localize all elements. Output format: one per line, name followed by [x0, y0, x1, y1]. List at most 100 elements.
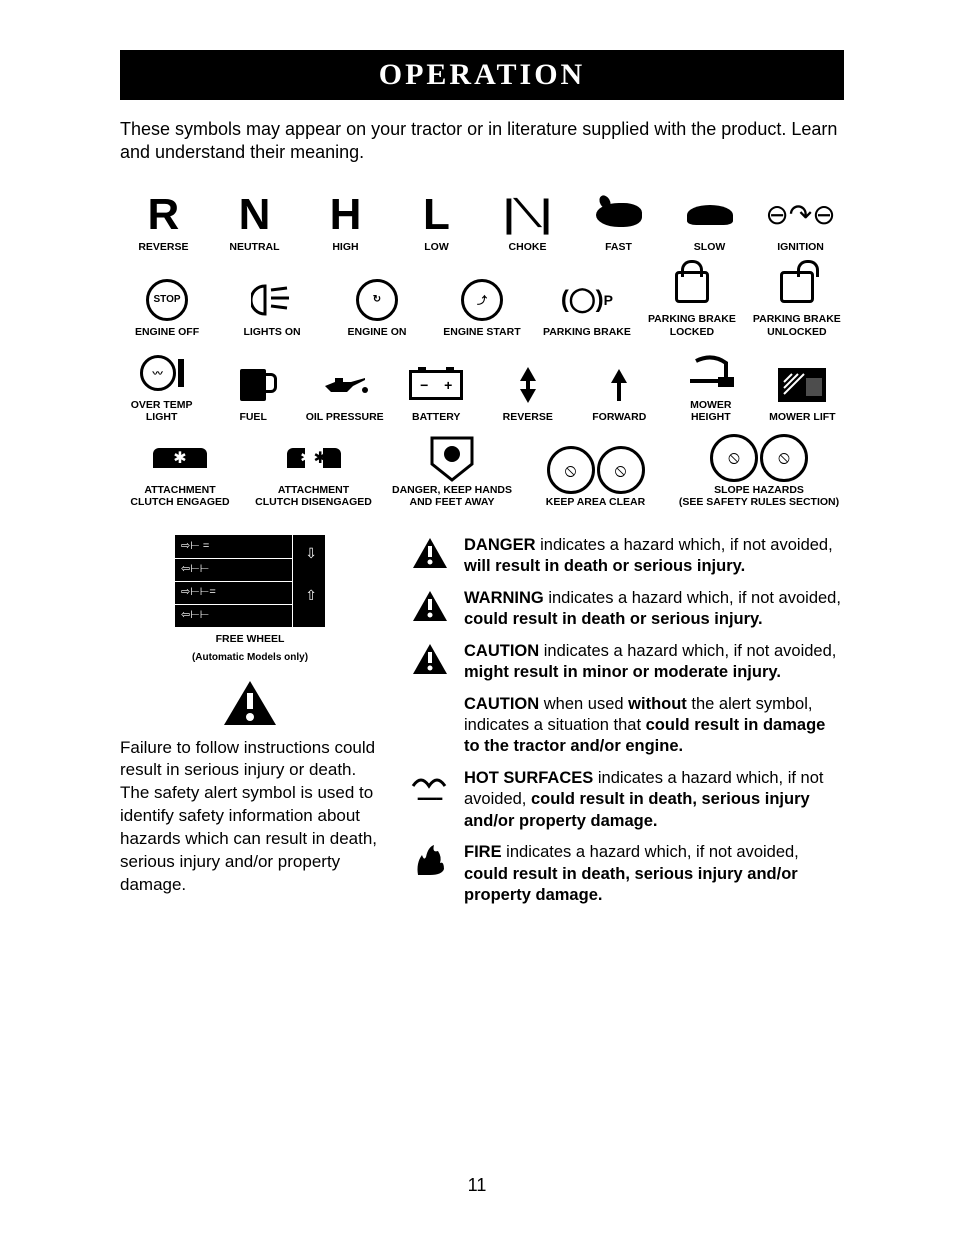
symbol-row-3: 〰 OVER TEMP LIGHT FUEL OIL PRESSURE −+ B… [120, 351, 844, 436]
hazard-text: CAUTION indicates a hazard which, if not… [464, 641, 844, 684]
neutral-letter-icon: N [239, 193, 271, 237]
clutch-disengaged-icon: ✱ [287, 436, 341, 480]
symbol-label: FUEL [239, 411, 266, 424]
symbol-slow: SLOW [666, 193, 753, 254]
high-letter-icon: H [330, 193, 362, 237]
thermometer-icon: 〰 [140, 351, 184, 395]
symbol-row-4: ATTACHMENT CLUTCH ENGAGED ✱ ATTACHMENT C… [120, 436, 844, 521]
hot-surface-icon: ▂▂▂▂ [410, 768, 450, 804]
symbol-label: REVERSE [503, 411, 553, 424]
hazard-fire: FIRE indicates a hazard which, if not av… [410, 842, 844, 906]
symbol-label: DANGER, KEEP HANDS AND FEET AWAY [392, 484, 512, 509]
freewheel-label: FREE WHEEL [120, 633, 380, 646]
symbol-keep-area-clear: ⦸⦸ KEEP AREA CLEAR [526, 436, 666, 509]
symbol-label: MOWER LIFT [769, 411, 836, 424]
symbol-reverse: R REVERSE [120, 193, 207, 254]
prohibition-circles-icon: ⦸⦸ [546, 448, 646, 492]
pentagon-warning-icon [428, 436, 476, 480]
oil-can-icon [321, 363, 369, 407]
turtle-icon [687, 193, 733, 237]
low-letter-icon: L [423, 193, 450, 237]
hazard-lead: CAUTION [464, 642, 539, 660]
page: OPERATION These symbols may appear on yo… [0, 0, 954, 1240]
symbol-danger-hands: DANGER, KEEP HANDS AND FEET AWAY [387, 436, 517, 509]
symbol-low: L LOW [393, 193, 480, 254]
symbol-parking-brake-locked: PARKING BRAKE LOCKED [645, 265, 739, 338]
symbol-lights-on: LIGHTS ON [225, 265, 319, 338]
left-column: ⇨⊢ = ⇦⊢⊢ ⇨⊢⊢= ⇦⊢⊢ ⇩ ⇧ FREE WHEEL (Automa… [120, 535, 380, 917]
symbol-label: LIGHTS ON [243, 326, 300, 339]
symbol-label: ENGINE START [443, 326, 520, 339]
slope-circles-icon: ⦸⦸ [709, 436, 809, 480]
fuel-pump-icon [240, 363, 266, 407]
symbol-row-1: R REVERSE N NEUTRAL H HIGH L LOW |⟍| CHO… [120, 193, 844, 266]
clutch-engaged-icon [153, 436, 207, 480]
hazard-text: FIRE indicates a hazard which, if not av… [464, 842, 844, 906]
engine-start-icon: ⤴ [461, 278, 503, 322]
symbol-label: SLOPE HAZARDS (SEE SAFETY RULES SECTION) [679, 484, 839, 509]
symbol-label: CHOKE [509, 241, 547, 254]
symbol-engine-on: ↻ ENGINE ON [330, 265, 424, 338]
symbol-label: BATTERY [412, 411, 460, 424]
lock-open-icon [780, 265, 814, 309]
hazard-text: WARNING indicates a hazard which, if not… [464, 588, 844, 631]
symbol-parking-brake-unlocked: PARKING BRAKE UNLOCKED [750, 265, 844, 338]
lower-section: ⇨⊢ = ⇦⊢⊢ ⇨⊢⊢= ⇦⊢⊢ ⇩ ⇧ FREE WHEEL (Automa… [120, 535, 844, 917]
choke-icon: |⟍| [504, 193, 552, 237]
symbol-forward-arrow: FORWARD [578, 351, 661, 424]
alert-triangle-icon [410, 535, 450, 571]
symbol-parking-brake: (◯)P PARKING BRAKE [540, 265, 634, 338]
symbol-clutch-engaged: ATTACHMENT CLUTCH ENGAGED [120, 436, 240, 509]
symbol-clutch-disengaged: ✱ ATTACHMENT CLUTCH DISENGAGED [249, 436, 379, 509]
symbol-label: ATTACHMENT CLUTCH DISENGAGED [255, 484, 372, 509]
symbol-engine-off: STOP ENGINE OFF [120, 265, 214, 338]
right-column: DANGER indicates a hazard which, if not … [410, 535, 844, 917]
symbol-label: FORWARD [592, 411, 646, 424]
failure-text: Failure to follow instructions could res… [120, 737, 380, 898]
parking-brake-icon: (◯)P [561, 278, 613, 322]
symbol-mower-height: MOWER HEIGHT [669, 351, 752, 424]
double-arrow-icon [520, 363, 536, 407]
hazard-lead: WARNING [464, 589, 544, 607]
symbol-label: OVER TEMP LIGHT [131, 399, 193, 424]
freewheel-sublabel: (Automatic Models only) [120, 652, 380, 663]
symbol-label: HIGH [332, 241, 358, 254]
symbol-label: ATTACHMENT CLUTCH ENGAGED [130, 484, 229, 509]
symbol-label: ENGINE ON [348, 326, 407, 339]
symbol-label: SLOW [694, 241, 726, 254]
hazard-warning: WARNING indicates a hazard which, if not… [410, 588, 844, 631]
symbol-fast: FAST [575, 193, 662, 254]
ignition-icon: ⊖↷⊖ [765, 193, 835, 237]
hazard-text: HOT SURFACES indicates a hazard which, i… [464, 768, 844, 832]
lights-on-icon [251, 278, 293, 322]
alert-triangle-icon [410, 588, 450, 624]
page-number: 11 [0, 1175, 954, 1196]
symbol-label: IGNITION [777, 241, 824, 254]
battery-icon: −+ [409, 363, 463, 407]
engine-off-icon: STOP [146, 278, 188, 322]
symbol-label: REVERSE [138, 241, 188, 254]
symbol-label: PARKING BRAKE LOCKED [648, 313, 736, 338]
symbol-label: MOWER HEIGHT [669, 399, 752, 424]
symbol-choke: |⟍| CHOKE [484, 193, 571, 254]
hazard-caution: CAUTION indicates a hazard which, if not… [410, 641, 844, 684]
reverse-letter-icon: R [148, 193, 180, 237]
symbol-oil-pressure: OIL PRESSURE [303, 351, 386, 424]
mower-lift-icon [778, 363, 826, 407]
lock-closed-icon [675, 265, 709, 309]
symbol-row-2: STOP ENGINE OFF LIGHTS ON ↻ ENGINE ON ⤴ … [120, 265, 844, 350]
mower-height-icon [686, 351, 736, 395]
up-arrow-icon [611, 363, 627, 407]
symbol-label: PARKING BRAKE [543, 326, 631, 339]
engine-on-icon: ↻ [356, 278, 398, 322]
hazard-lead: CAUTION [464, 695, 539, 713]
hazard-text: DANGER indicates a hazard which, if not … [464, 535, 844, 578]
hazard-lead: HOT SURFACES [464, 769, 593, 787]
alert-triangle-icon [222, 679, 278, 727]
symbol-label: LOW [424, 241, 449, 254]
symbol-engine-start: ⤴ ENGINE START [435, 265, 529, 338]
symbol-reverse-arrow: REVERSE [486, 351, 569, 424]
freewheel-diagram: ⇨⊢ = ⇦⊢⊢ ⇨⊢⊢= ⇦⊢⊢ ⇩ ⇧ [175, 535, 325, 627]
hazard-lead: FIRE [464, 843, 502, 861]
symbol-label: KEEP AREA CLEAR [546, 496, 645, 509]
